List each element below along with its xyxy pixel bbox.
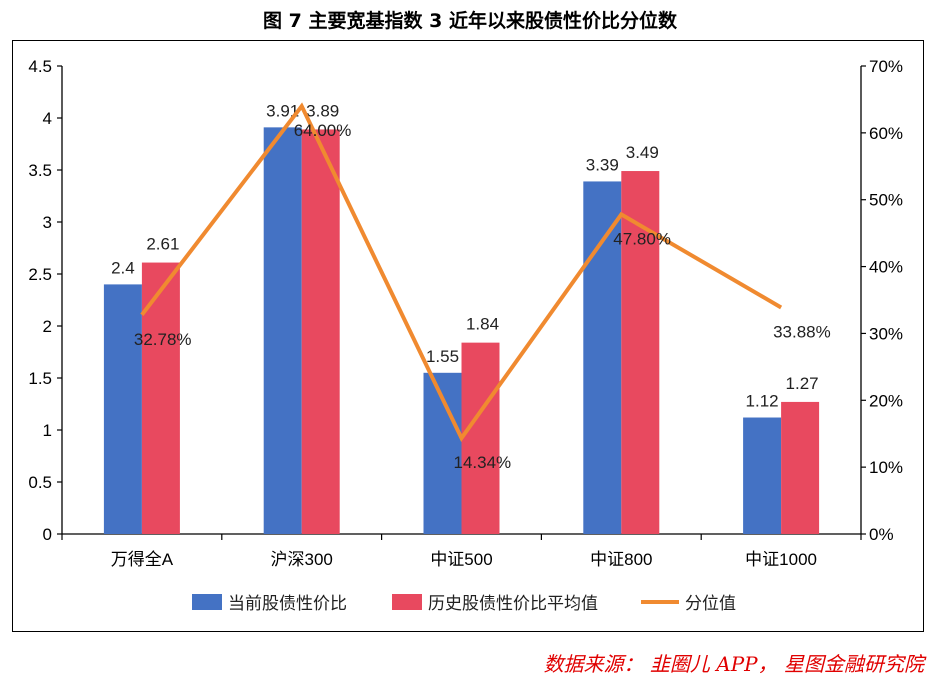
y-left-tick-label: 2.5 xyxy=(28,265,52,284)
bar-historical-average xyxy=(141,262,180,534)
bar-current-value-label: 2.4 xyxy=(111,258,135,277)
bar-historical-value-label: 3.49 xyxy=(626,143,659,162)
y-right-tick-label: 50% xyxy=(869,191,903,210)
x-tick-label: 中证1000 xyxy=(745,550,817,569)
bar-historical-average xyxy=(301,129,340,534)
y-left-tick-label: 4.5 xyxy=(28,57,52,76)
percentile-value-label: 14.34% xyxy=(454,453,512,472)
data-source: 数据来源： 韭圈儿 APP， 星图金融研究院 xyxy=(543,652,924,676)
y-left-tick-label: 1 xyxy=(43,421,52,440)
bar-historical-average xyxy=(461,342,500,534)
bar-current xyxy=(103,284,142,534)
chart-title: 图 7 主要宽基指数 3 近年以来股债性价比分位数 xyxy=(263,10,677,32)
bar-current-value-label: 3.91 xyxy=(266,101,299,120)
bar-historical-value-label: 2.61 xyxy=(146,235,179,254)
y-left-tick-label: 0.5 xyxy=(28,473,52,492)
percentile-line xyxy=(140,102,783,443)
bar-current xyxy=(263,127,302,535)
legend-label: 分位值 xyxy=(685,594,736,613)
chart-frame xyxy=(12,40,924,632)
y-left-tick-label: 1.5 xyxy=(28,369,52,388)
bar-historical-value-label: 3.89 xyxy=(306,101,339,120)
x-tick-label: 中证500 xyxy=(430,550,492,569)
percentile-value-label: 32.78% xyxy=(134,330,192,349)
y-right-tick-label: 0% xyxy=(869,525,894,544)
y-right-tick-label: 10% xyxy=(869,458,903,477)
percentile-value-label: 33.88% xyxy=(773,322,831,341)
percentile-value-label: 47.80% xyxy=(613,229,671,248)
bar-current-value-label: 3.39 xyxy=(586,155,619,174)
bar-current-value-label: 1.12 xyxy=(746,392,779,411)
bar-current-value-label: 1.55 xyxy=(426,347,459,366)
bar-historical-value-label: 1.27 xyxy=(786,374,819,393)
y-right-tick-label: 30% xyxy=(869,324,903,343)
chart-svg: 0 0.5 1 1.5 2 2.5 3 3.5 4 4.5 0% 10% 20% 30% 40% 50% 60%… xyxy=(28,57,903,613)
y-right-tick-label: 60% xyxy=(869,124,903,143)
y-left-tick-label: 3 xyxy=(43,213,52,232)
x-tick-label: 沪深300 xyxy=(271,550,333,569)
y-left-tick-label: 2 xyxy=(43,317,52,336)
y-left-tick-label: 3.5 xyxy=(28,161,52,180)
x-tick-label: 万得全A xyxy=(111,550,174,569)
y-right-tick-label: 20% xyxy=(869,391,903,410)
legend-swatch xyxy=(392,594,422,610)
bar-current xyxy=(743,417,782,534)
y-right-tick-label: 40% xyxy=(869,258,903,277)
bar-historical-average xyxy=(781,401,820,534)
legend-label: 当前股债性价比 xyxy=(228,594,347,613)
y-left-tick-label: 4 xyxy=(43,109,52,128)
legend-swatch xyxy=(192,594,222,610)
x-tick-label: 中证800 xyxy=(590,550,652,569)
y-right-tick-label: 70% xyxy=(869,57,903,76)
bar-historical-value-label: 1.84 xyxy=(466,315,499,334)
percentile-value-label: 64.00% xyxy=(294,121,352,140)
y-left-tick-label: 0 xyxy=(43,525,52,544)
legend-label: 历史股债性价比平均值 xyxy=(428,594,598,613)
